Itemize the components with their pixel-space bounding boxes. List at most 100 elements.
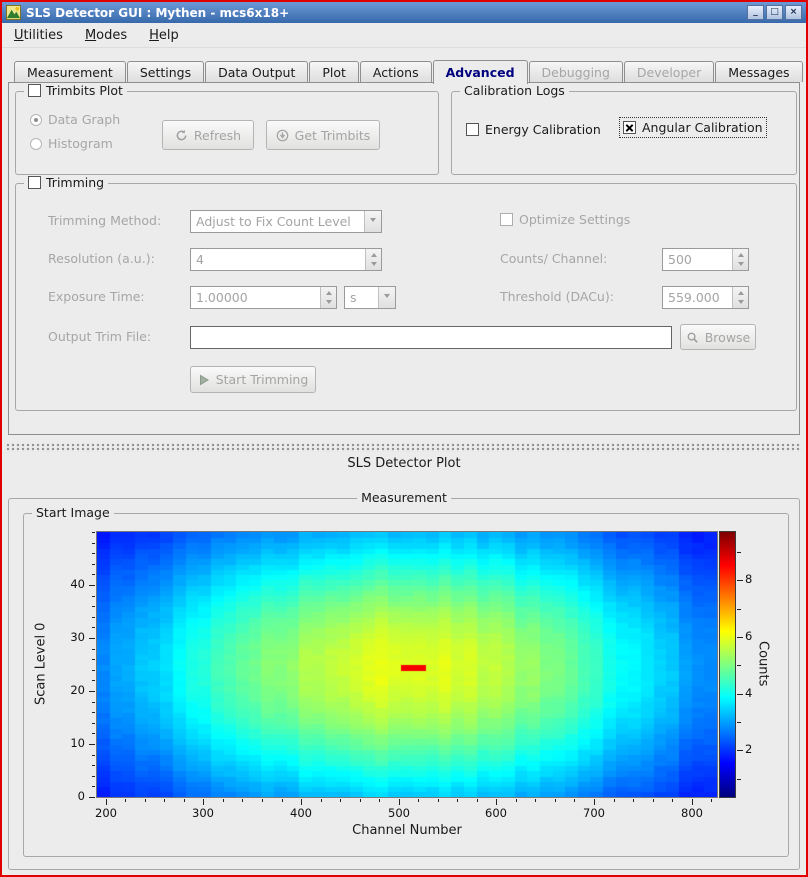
exposure-unit-combo[interactable]: s	[344, 286, 396, 309]
x-tick-mark	[203, 799, 204, 805]
y-minor-tick-mark	[92, 596, 95, 597]
chevron-down-icon[interactable]	[364, 211, 381, 232]
y-minor-tick-mark	[92, 532, 95, 533]
menu-utilities[interactable]: Utilities	[14, 27, 63, 43]
counts-channel-value: 500	[668, 252, 692, 267]
advanced-tab-pane: Trimbits Plot Data Graph Histogram Refre…	[8, 82, 800, 435]
histogram-label: Histogram	[48, 136, 113, 151]
y-minor-tick-mark	[92, 702, 95, 703]
tab-plot[interactable]: Plot	[309, 61, 359, 82]
y-tick-mark	[89, 638, 95, 639]
energy-calibration-label: Energy Calibration	[485, 122, 601, 137]
x-minor-tick-mark	[282, 799, 283, 802]
spin-down-icon[interactable]	[366, 260, 381, 271]
tab-advanced[interactable]: Advanced	[432, 60, 528, 84]
x-minor-tick-mark	[614, 799, 615, 802]
y-tick-mark	[89, 744, 95, 745]
x-minor-tick-mark	[145, 799, 146, 802]
spin-down-icon[interactable]	[321, 298, 336, 309]
x-tick-label: 400	[290, 806, 312, 820]
y-minor-tick-mark	[92, 776, 95, 777]
start-image-title: Start Image	[36, 505, 110, 520]
angular-calibration-checkbox[interactable]	[623, 121, 636, 134]
y-minor-tick-mark	[92, 786, 95, 787]
x-tick-mark	[692, 799, 693, 805]
tab-settings[interactable]: Settings	[126, 61, 205, 82]
titlebar[interactable]: SLS Detector GUI : Mythen - mcs6x18+ _ □…	[2, 2, 806, 23]
spin-up-icon[interactable]	[733, 249, 748, 260]
menu-help[interactable]: Help	[149, 27, 179, 43]
refresh-label: Refresh	[193, 127, 242, 143]
x-minor-tick-mark	[535, 799, 536, 802]
resolution-spinbox[interactable]: 4	[190, 248, 382, 271]
y-minor-tick-mark	[92, 712, 95, 713]
window-controls: _ □ ×	[747, 5, 802, 20]
x-minor-tick-mark	[242, 799, 243, 802]
measurement-title: Measurement	[361, 490, 447, 505]
energy-calibration-checkbox[interactable]	[466, 123, 479, 136]
tab-actions[interactable]: Actions	[359, 61, 432, 82]
colorbar-minor-tick-mark	[737, 722, 741, 723]
angular-calibration-control[interactable]: Angular Calibration	[619, 117, 767, 138]
start-trimming-button[interactable]: Start Trimming	[190, 366, 316, 393]
splitter-handle[interactable]	[6, 443, 802, 452]
optimize-settings-label: Optimize Settings	[519, 212, 631, 227]
tab-data-output[interactable]: Data Output	[205, 61, 309, 82]
histogram-radio[interactable]	[30, 137, 42, 150]
output-trim-file-input[interactable]	[191, 327, 671, 348]
x-minor-tick-mark	[340, 799, 341, 802]
colorbar-frame	[719, 531, 736, 798]
tab-measurement[interactable]: Measurement	[14, 61, 126, 82]
y-tick-label: 20	[70, 683, 85, 697]
x-minor-tick-mark	[379, 799, 380, 802]
heatmap-canvas[interactable]	[97, 532, 717, 797]
exposure-time-spinbox[interactable]: 1.00000	[190, 286, 337, 309]
menu-modes[interactable]: Modes	[84, 27, 128, 43]
browse-label: Browse	[704, 329, 751, 345]
close-button[interactable]: ×	[785, 5, 802, 20]
start-trimming-label: Start Trimming	[215, 372, 309, 387]
get-trimbits-button[interactable]: Get Trimbits	[266, 120, 380, 150]
maximize-button[interactable]: □	[766, 5, 783, 20]
calibration-logs-group: Calibration Logs Energy Calibration Angu…	[451, 83, 797, 175]
x-tick-mark	[301, 799, 302, 805]
counts-channel-spinbox[interactable]: 500	[662, 248, 749, 271]
trimbits-plot-group: Trimbits Plot Data Graph Histogram Refre…	[15, 83, 439, 175]
chevron-down-icon[interactable]	[378, 287, 395, 308]
data-graph-radio[interactable]	[30, 113, 42, 126]
spin-up-icon[interactable]	[321, 287, 336, 298]
x-tick-label: 600	[485, 806, 507, 820]
y-minor-tick-mark	[92, 574, 95, 575]
y-minor-tick-mark	[92, 723, 95, 724]
tab-developer[interactable]: Developer	[623, 61, 715, 82]
x-tick-mark	[496, 799, 497, 805]
optimize-settings-checkbox[interactable]	[500, 213, 513, 226]
spin-down-icon[interactable]	[733, 260, 748, 271]
x-minor-tick-mark	[360, 799, 361, 802]
trimming-title: Trimming	[46, 175, 105, 190]
trimbits-plot-checkbox[interactable]	[28, 84, 41, 97]
spin-down-icon[interactable]	[733, 298, 748, 309]
trimming-checkbox[interactable]	[28, 176, 41, 189]
x-tick-mark	[594, 799, 595, 805]
browse-button[interactable]: Browse	[680, 324, 756, 350]
output-trim-file-label: Output Trim File:	[48, 329, 152, 344]
colorbar-tick-label: 2	[745, 742, 753, 756]
x-minor-tick-mark	[262, 799, 263, 802]
threshold-spinbox[interactable]: 559.000	[662, 286, 749, 309]
x-tick-mark	[106, 799, 107, 805]
tab-debugging[interactable]: Debugging	[528, 61, 623, 82]
refresh-button[interactable]: Refresh	[162, 120, 254, 150]
threshold-value: 559.000	[668, 290, 720, 305]
spin-up-icon[interactable]	[366, 249, 381, 260]
trimming-method-combo[interactable]: Adjust to Fix Count Level	[190, 210, 382, 233]
colorbar-minor-tick-mark	[737, 609, 741, 610]
minimize-button[interactable]: _	[747, 5, 764, 20]
heatmap-frame	[96, 531, 718, 798]
colorbar-tick-label: 4	[745, 686, 753, 700]
x-tick-label: 300	[192, 806, 214, 820]
spin-up-icon[interactable]	[733, 287, 748, 298]
x-tick-label: 700	[583, 806, 605, 820]
tab-messages[interactable]: Messages	[715, 61, 803, 82]
trimming-group: Trimming Trimming Method: Adjust to Fix …	[15, 175, 797, 411]
